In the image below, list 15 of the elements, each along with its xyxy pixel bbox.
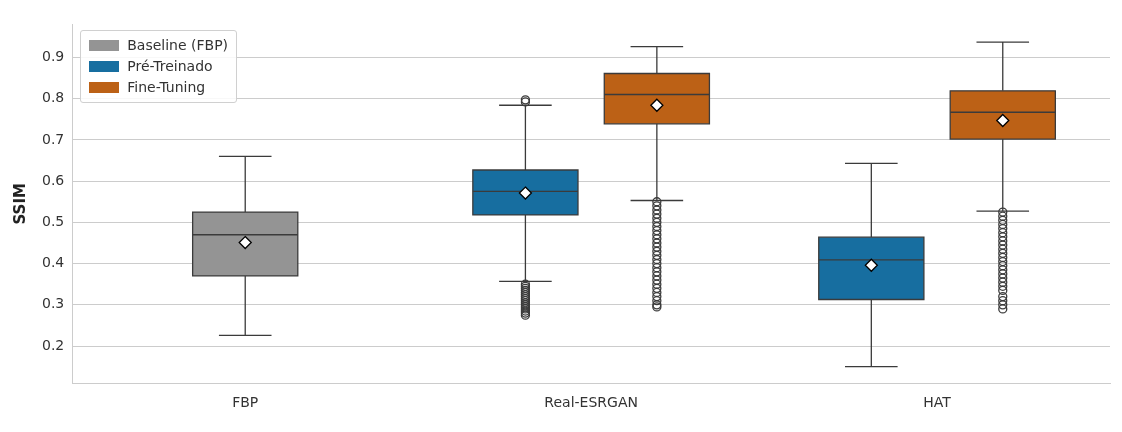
y-tick-label: 0.6 — [42, 171, 65, 188]
y-tick-label: 0.5 — [42, 213, 65, 229]
y-tick-label: 0.8 — [42, 89, 65, 106]
legend-label: Baseline (FBP) — [127, 36, 229, 56]
x-tick-label: HAT — [923, 394, 952, 411]
x-tick-label: Real-ESRGAN — [544, 394, 638, 411]
y-tick-label: 0.7 — [42, 130, 65, 147]
legend-label: Fine-Tuning — [127, 78, 206, 98]
y-tick-label: 0.2 — [42, 336, 65, 353]
x-tick-label: FBP — [232, 394, 259, 411]
y-axis-title: SSIM — [10, 183, 29, 225]
y-tick-label: 0.9 — [42, 48, 65, 65]
legend-label: Pré-Treinado — [127, 57, 213, 77]
y-tick-label: 0.3 — [42, 295, 65, 312]
y-tick-label: 0.4 — [42, 254, 65, 271]
